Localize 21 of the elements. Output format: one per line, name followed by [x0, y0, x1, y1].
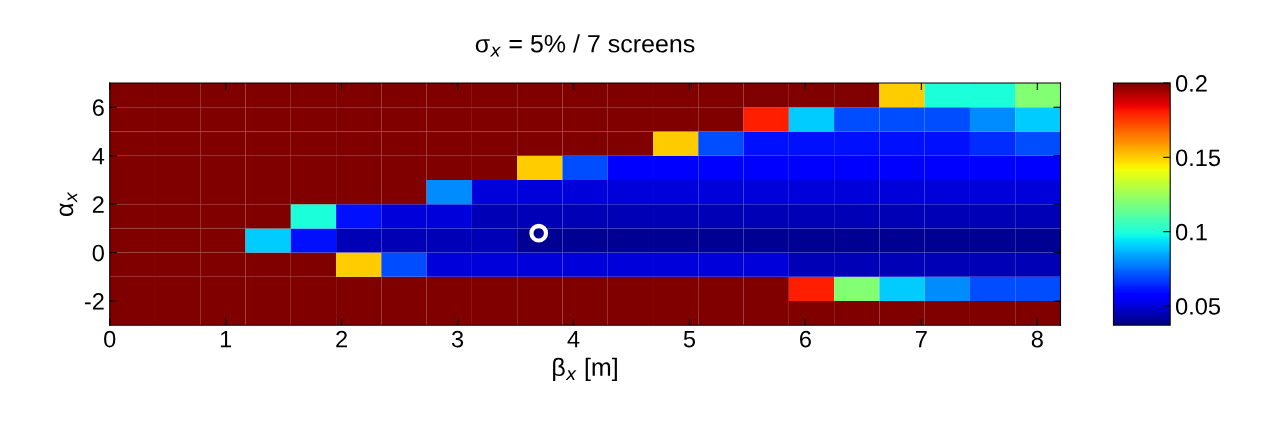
x-tick-label: 5	[683, 331, 696, 348]
x-tick-label: 6	[800, 330, 811, 348]
x-tick-label: 4	[567, 331, 580, 348]
x-tick-label: 2	[336, 330, 347, 348]
y-axis-title: α$_{x}$	[59, 191, 78, 216]
color-bar-label: 0.2	[1175, 75, 1207, 92]
y-tick-label: 4	[92, 148, 105, 165]
chart-title: σ$_{x}$ = 5% / 7 screens	[475, 34, 695, 57]
color-bar-label: 0.15	[1175, 149, 1221, 167]
y-tick-label: 0	[92, 244, 104, 262]
y-tick-label: 2	[92, 196, 104, 213]
color-bar-label: 0.05	[1175, 298, 1221, 315]
x-tick-label: 7	[916, 331, 927, 348]
x-tick-label: 3	[451, 330, 464, 348]
y-tick-label: -2	[84, 293, 104, 310]
x-tick-label: 8	[1031, 330, 1043, 348]
x-axis-title: β$_{x}$ [m]	[553, 357, 617, 382]
color-bar-label: 0.1	[1175, 223, 1207, 241]
x-tick-label: 0	[104, 330, 116, 348]
x-tick-label: 1	[220, 331, 232, 348]
y-tick-label: 6	[92, 99, 104, 117]
